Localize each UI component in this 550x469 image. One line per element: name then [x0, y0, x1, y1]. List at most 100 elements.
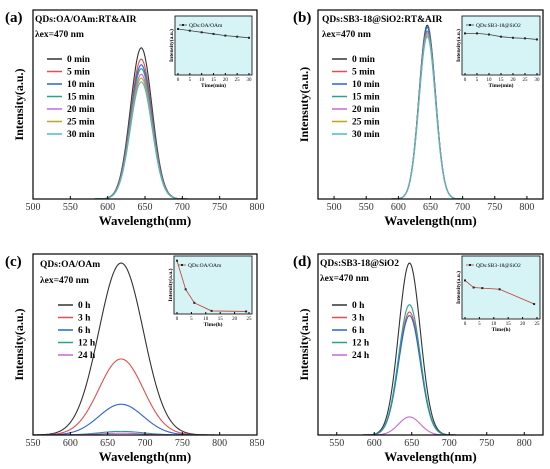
inset-x-tick-label: 10	[491, 322, 497, 327]
inset-point	[184, 288, 187, 291]
inset-point	[224, 34, 227, 37]
inset-x-axis-title: Time(min)	[489, 82, 514, 89]
x-tick-label: 600	[100, 202, 115, 213]
inset-legend-label: QDs:OA/OAm	[189, 23, 223, 29]
x-tick-label: 650	[138, 202, 153, 213]
x-tick-label: 500	[327, 202, 342, 213]
legend-label: 30 min	[352, 130, 380, 140]
panel-title: QDs:SB3-18@SiO2	[320, 259, 399, 269]
inset-y-axis-title: Intensity(a.u.)	[455, 271, 462, 304]
series-line	[33, 358, 257, 436]
inset-point	[533, 303, 536, 306]
x-tick-label: 650	[423, 202, 438, 213]
inset-y-axis-title: Intensity(a.u.)	[455, 29, 462, 62]
y-axis-title: Intensity(a.u.)	[12, 68, 26, 140]
x-axis-title: Wavelength(nm)	[384, 449, 476, 464]
panel-title: QDs:OA/OAm:RT&AIR	[35, 15, 137, 25]
inset-frame	[174, 15, 253, 76]
inset-x-tick-label: 25	[247, 317, 253, 322]
legend-label: 20 min	[352, 105, 380, 115]
inset-legend-marker	[469, 24, 471, 26]
inset-point	[177, 28, 179, 30]
inset-frame	[173, 255, 253, 315]
x-tick-label: 550	[26, 438, 41, 449]
x-tick-label: 800	[250, 202, 265, 213]
legend-label: 12 h	[352, 339, 370, 349]
legend-label: 0 min	[352, 55, 376, 65]
legend-label: 15 min	[352, 93, 380, 103]
panel-title: QDs:OA/OAm	[40, 260, 100, 270]
inset-y-axis-title: Intensity(a.u.)	[167, 268, 174, 301]
inset-x-tick-label: 20	[223, 78, 229, 83]
legend-label: 24 h	[78, 351, 96, 361]
legend-label: 25 min	[352, 118, 380, 128]
excitation-label: λex=470 nm	[40, 276, 89, 286]
series-line	[33, 403, 257, 436]
inset-point	[236, 35, 239, 38]
inset-x-tick-label: 5	[189, 78, 192, 83]
x-tick-label: 800	[519, 202, 534, 213]
legend-label: 10 min	[67, 80, 95, 90]
inset-x-tick-label: 0	[464, 78, 467, 83]
legend-label: 12 h	[78, 339, 96, 349]
legend-label: 0 h	[78, 301, 91, 311]
inset-point	[200, 31, 203, 34]
inset-x-tick-label: 25	[535, 322, 541, 327]
x-tick-label: 600	[391, 202, 406, 213]
x-tick-label: 700	[138, 438, 153, 449]
inset-chart: 0 5 10 15 20 25 30 Time(min) Intensity(a.u.) QDs:…	[168, 15, 253, 89]
inset-x-tick-label: 5	[190, 317, 193, 322]
inset-point	[476, 32, 478, 35]
inset-point	[464, 32, 466, 35]
y-axis-title: Intensuty(a.u.)	[297, 67, 311, 142]
inset-x-tick-label: 10	[199, 78, 205, 83]
x-tick-label: 700	[442, 438, 457, 449]
inset-point	[500, 35, 502, 38]
x-tick-label: 800	[517, 438, 532, 449]
inset-x-axis-title: Time(min)	[201, 82, 226, 89]
inset-point	[212, 32, 215, 35]
inset-x-tick-label: 5	[476, 78, 479, 83]
inset-x-axis-title: Time(h)	[492, 326, 511, 333]
inset-point	[472, 286, 475, 289]
y-axis-title: Intensity(a.u.)	[297, 308, 311, 380]
x-axis-title: Wavelength(nm)	[99, 213, 191, 228]
inset-x-tick-label: 0	[177, 78, 180, 83]
legend-label: 25 min	[67, 118, 95, 128]
legend-label: 3 h	[78, 314, 91, 324]
legend-label: 5 min	[67, 68, 91, 78]
x-tick-label: 600	[367, 438, 382, 449]
excitation-label: λex=470 nm	[35, 30, 84, 40]
inset-x-tick-label: 5	[478, 322, 481, 327]
y-axis-title: Intensity(a.u.)	[12, 308, 26, 380]
inset-point	[176, 259, 178, 262]
inset-x-tick-label: 20	[511, 78, 517, 83]
inset-point	[481, 287, 484, 290]
inset-chart: 0 5 10 15 20 25 30 Time(min) Intensity(a.u.) QDs:…	[455, 15, 541, 89]
inset-legend-label: QDs:OA/OAm	[188, 263, 222, 269]
inset-x-tick-label: 0	[176, 317, 179, 322]
inset-legend-label: QDs:SB3-18@SiO2	[476, 263, 521, 269]
x-tick-label: 500	[26, 202, 41, 213]
inset-point	[188, 29, 191, 32]
inset-x-tick-label: 15	[499, 78, 505, 83]
inset-chart: 0 5 10 15 20 25 Time(h) Intensity(a.u.) QDs:OA/O…	[167, 255, 253, 328]
inset-frame	[461, 15, 541, 76]
inset-x-tick-label: 30	[535, 78, 541, 83]
x-tick-label: 750	[175, 438, 190, 449]
inset-legend-label: QDs:SB3-18@SiO2	[476, 23, 521, 29]
inset-x-tick-label: 0	[464, 322, 467, 327]
x-tick-label: 850	[250, 438, 265, 449]
inset-point	[512, 36, 514, 39]
x-axis-title: Wavelength(nm)	[384, 213, 476, 228]
x-tick-label: 650	[404, 438, 419, 449]
inset-legend-marker	[182, 24, 184, 26]
inset-x-tick-label: 15	[506, 322, 512, 327]
x-tick-label: 750	[212, 202, 227, 213]
legend-label: 6 h	[78, 326, 91, 336]
inset-x-tick-label: 25	[235, 78, 241, 83]
legend-label: 3 h	[352, 314, 365, 324]
inset-point	[464, 279, 466, 282]
chart-panel-c: 550 600 650 700 750 800 850 Wavelength(nm) Inten…	[5, 253, 265, 464]
